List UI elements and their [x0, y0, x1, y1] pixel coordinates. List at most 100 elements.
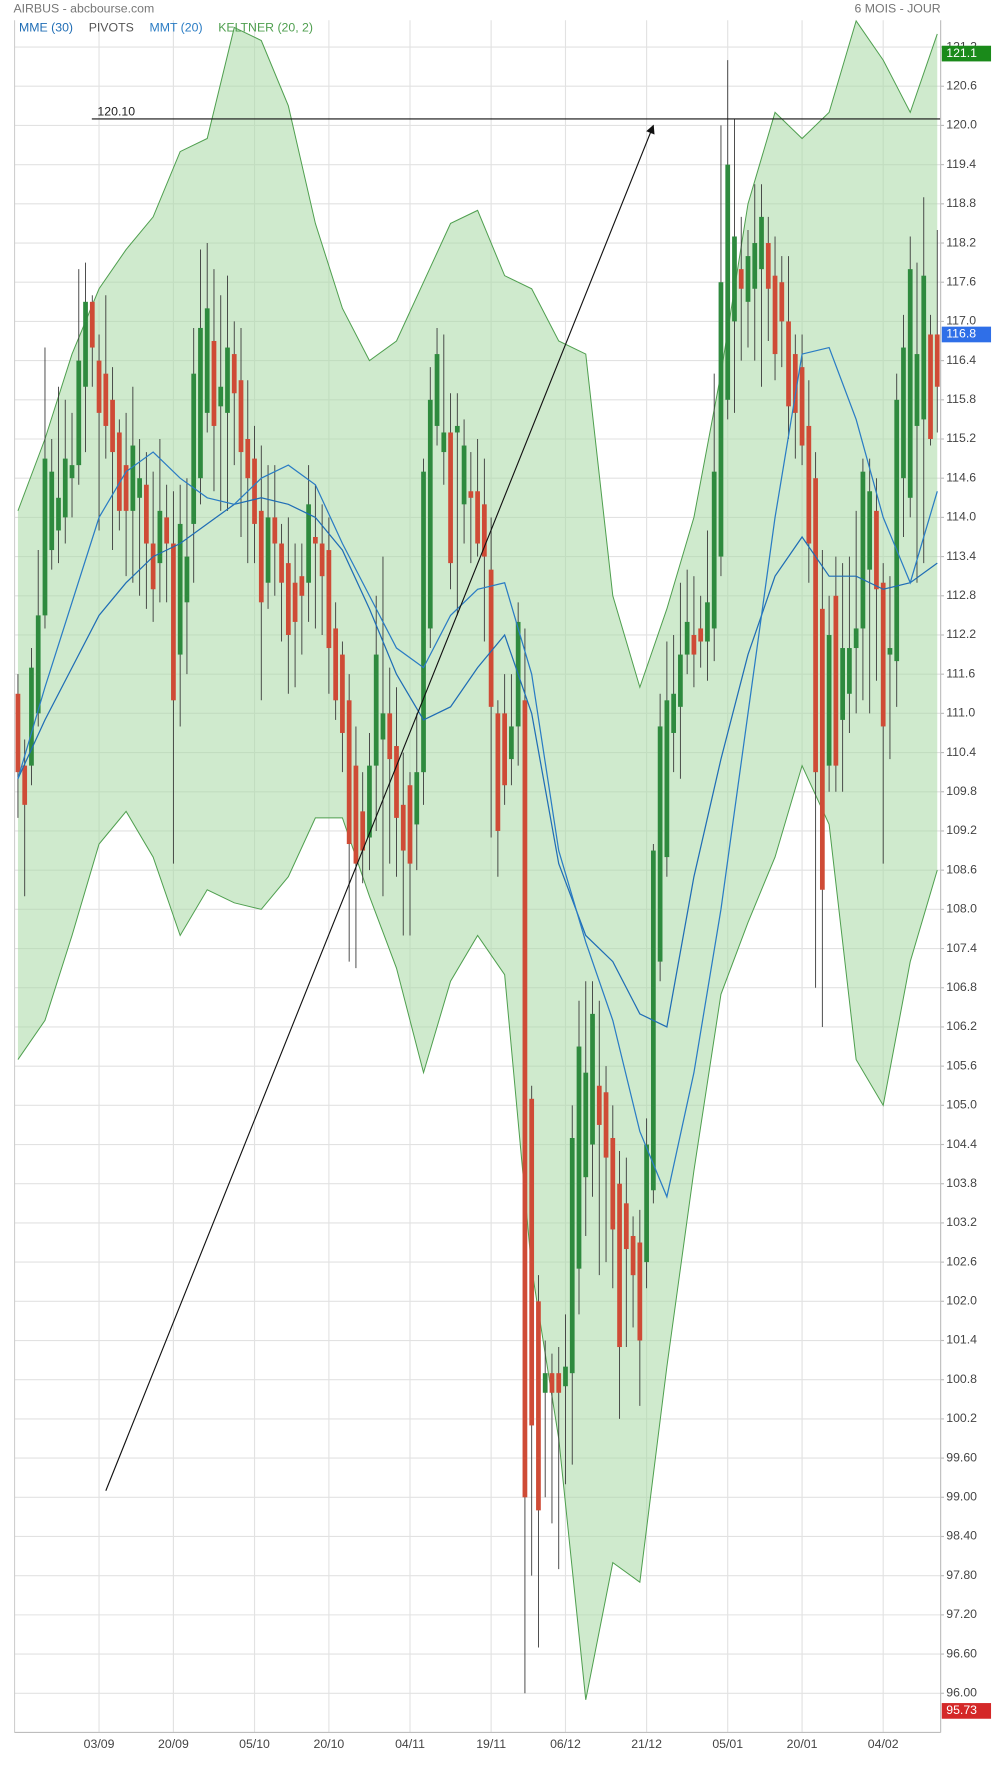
candle-body [144, 484, 149, 544]
x-tick-label: 05/10 [239, 1737, 270, 1751]
candle-body [698, 628, 704, 642]
legend-entry[interactable]: MME (30) [19, 20, 73, 34]
candle-body [867, 491, 873, 570]
candle-body [258, 510, 264, 603]
candle-body [901, 347, 906, 479]
y-tick-label: 103.8 [946, 1176, 977, 1190]
candle-body [813, 478, 818, 773]
candle-body [549, 1373, 555, 1393]
candle-body [89, 301, 95, 348]
x-tick-label: 04/02 [868, 1737, 899, 1751]
candle-body [265, 517, 271, 583]
candle-body [664, 700, 670, 858]
candle-body [833, 595, 839, 766]
candle-body [279, 543, 284, 583]
y-tick-label: 108.6 [946, 862, 977, 876]
candle-body [35, 615, 41, 714]
y-tick-label: 109.8 [946, 784, 977, 798]
candle-body [488, 569, 494, 707]
candle-body [83, 301, 88, 387]
candle-body [509, 726, 514, 760]
candle-body [454, 425, 460, 433]
chart-subtitle: 6 MOIS - JOUR [855, 1, 941, 15]
candle-body [346, 700, 352, 845]
candle-body [522, 700, 528, 1498]
candle-body [421, 471, 426, 773]
candle-body [191, 373, 197, 524]
candle-body [333, 628, 339, 701]
legend-entry[interactable]: PIVOTS [89, 20, 134, 34]
price-marker [941, 1703, 992, 1719]
candle-body [738, 269, 744, 289]
y-tick-label: 114.6 [946, 470, 976, 484]
candle-body [630, 1235, 636, 1276]
price-marker-label: 116.8 [946, 327, 976, 341]
candle-body [340, 654, 345, 733]
candle-body [238, 380, 244, 453]
indicator-line [17, 346, 938, 1199]
legend-entry[interactable]: KELTNER (20, 2) [218, 20, 313, 34]
candle-body [313, 536, 318, 544]
candle-body [806, 425, 812, 544]
candle-body [306, 504, 311, 583]
candle-body [705, 602, 710, 642]
candle-body [394, 746, 399, 818]
candle-body [292, 582, 298, 622]
candle-body [204, 308, 210, 413]
y-tick-label: 99.00 [946, 1490, 977, 1504]
candle-body [853, 628, 859, 649]
legend-entry[interactable]: MMT (20) [149, 20, 202, 34]
y-tick-label: 105.0 [946, 1098, 977, 1112]
indicator-lines [17, 346, 938, 1199]
y-tick-label: 100.2 [946, 1411, 977, 1425]
candle-body [373, 654, 379, 766]
candle-body [536, 1301, 541, 1511]
candle-body [29, 667, 34, 766]
y-tick-label: 97.80 [946, 1568, 977, 1582]
y-tick-label: 119.4 [946, 157, 976, 171]
candle-body [76, 360, 82, 466]
y-tick-label: 96.60 [946, 1646, 977, 1660]
y-tick-label: 117.0 [946, 314, 976, 328]
indicator-line [17, 497, 938, 1028]
y-tick-label: 102.0 [946, 1294, 977, 1308]
y-tick-label: 98.40 [946, 1529, 977, 1543]
candle-body [644, 1144, 649, 1263]
y-tick-label: 102.6 [946, 1254, 977, 1268]
candle-body [461, 445, 467, 505]
axes: 121.2120.6120.0119.4118.8118.2117.6117.0… [13, 20, 992, 1751]
candle-body [22, 765, 28, 805]
candle-body [407, 785, 413, 864]
candle-body [752, 243, 758, 289]
candle-body [360, 811, 366, 851]
y-tick-label: 111.0 [946, 706, 975, 720]
candle-body [49, 471, 55, 551]
candle-body [42, 458, 48, 616]
candle-body [198, 327, 203, 479]
candle-body [468, 491, 474, 498]
y-tick-label: 112.2 [946, 627, 976, 641]
candle-body [69, 465, 75, 479]
y-tick-label: 103.2 [946, 1215, 977, 1229]
price-marker [941, 326, 992, 343]
candle-body [252, 458, 257, 524]
y-tick-label: 117.6 [946, 274, 976, 288]
candle-body [928, 334, 933, 440]
y-tick-label: 101.4 [946, 1333, 977, 1347]
candle-body [576, 1046, 582, 1269]
candle-body [765, 243, 771, 289]
candle-body [657, 726, 663, 962]
y-tick-label: 108.0 [946, 902, 977, 916]
candle-body [671, 693, 677, 733]
candle-body [319, 543, 325, 577]
candle-body [569, 1137, 575, 1374]
candle-body [137, 478, 142, 498]
candle-body [772, 275, 778, 355]
y-tick-label: 99.60 [946, 1450, 977, 1464]
candle-body [448, 432, 453, 564]
candle-body [590, 1013, 595, 1145]
price-marker [941, 45, 992, 62]
y-tick-label: 106.2 [946, 1019, 977, 1033]
y-tick-label: 107.4 [946, 941, 977, 955]
candle-body [779, 282, 785, 322]
